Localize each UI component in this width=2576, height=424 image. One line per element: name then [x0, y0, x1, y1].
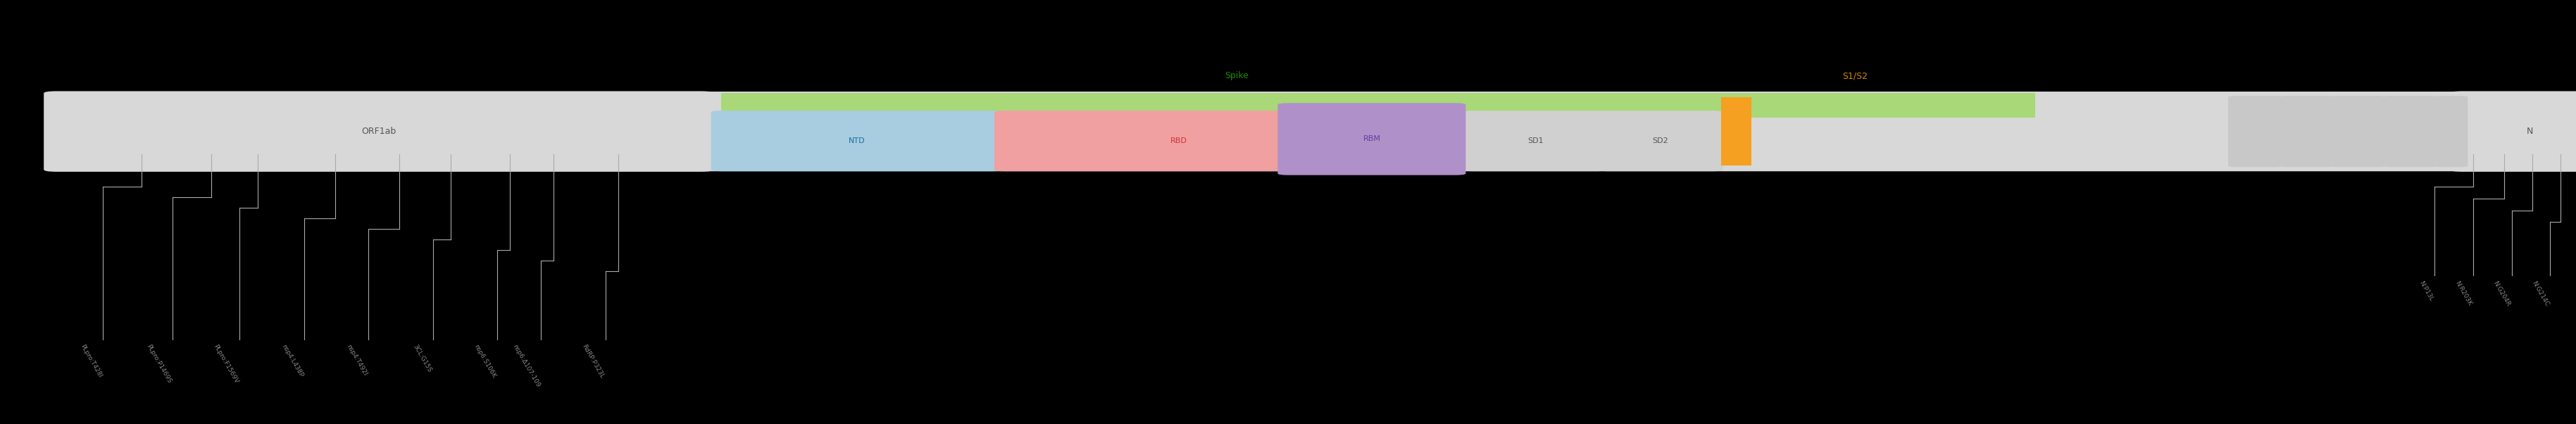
FancyBboxPatch shape [2434, 96, 2468, 167]
Bar [721, 93, 2035, 118]
FancyBboxPatch shape [2280, 96, 2334, 167]
Text: PLpro:F1569V: PLpro:F1569V [211, 343, 240, 385]
Text: N:R203K: N:R203K [2455, 280, 2473, 307]
Text: RBM: RBM [1363, 136, 1381, 142]
FancyBboxPatch shape [2383, 96, 2437, 167]
FancyBboxPatch shape [44, 91, 714, 172]
FancyBboxPatch shape [46, 92, 2576, 171]
Text: nsp6:Δ107-109: nsp6:Δ107-109 [510, 343, 541, 388]
Text: N:G204R: N:G204R [2491, 280, 2512, 307]
Text: S1/S2: S1/S2 [1842, 71, 1868, 81]
Text: Spike: Spike [1224, 71, 1249, 81]
Text: SD2: SD2 [1651, 137, 1669, 145]
Text: nsp4:T492I: nsp4:T492I [345, 343, 368, 377]
Text: 3CL:G15S: 3CL:G15S [412, 343, 433, 374]
Text: ORF1ab: ORF1ab [361, 127, 397, 136]
Text: PLpro:P1469S: PLpro:P1469S [144, 343, 173, 385]
FancyBboxPatch shape [1597, 111, 1723, 171]
Text: RBD: RBD [1170, 137, 1188, 145]
Text: NTD: NTD [848, 137, 866, 145]
FancyBboxPatch shape [994, 111, 1363, 171]
FancyBboxPatch shape [711, 111, 1002, 171]
FancyBboxPatch shape [2228, 96, 2282, 167]
Text: N:G214C: N:G214C [2530, 280, 2550, 307]
FancyBboxPatch shape [2450, 91, 2576, 172]
Text: N: N [2527, 127, 2532, 136]
Text: PLpro:T428I: PLpro:T428I [80, 343, 103, 379]
FancyBboxPatch shape [2331, 96, 2385, 167]
Bar [1721, 97, 1752, 166]
Text: N:P13L: N:P13L [2419, 280, 2434, 302]
Text: SD1: SD1 [1528, 137, 1543, 145]
Text: nsp4:L438P: nsp4:L438P [281, 343, 304, 378]
FancyBboxPatch shape [1278, 103, 1466, 175]
Text: nsp6:S106K: nsp6:S106K [474, 343, 497, 379]
Text: RdRP:P323L: RdRP:P323L [580, 343, 605, 379]
FancyBboxPatch shape [1463, 111, 1607, 171]
